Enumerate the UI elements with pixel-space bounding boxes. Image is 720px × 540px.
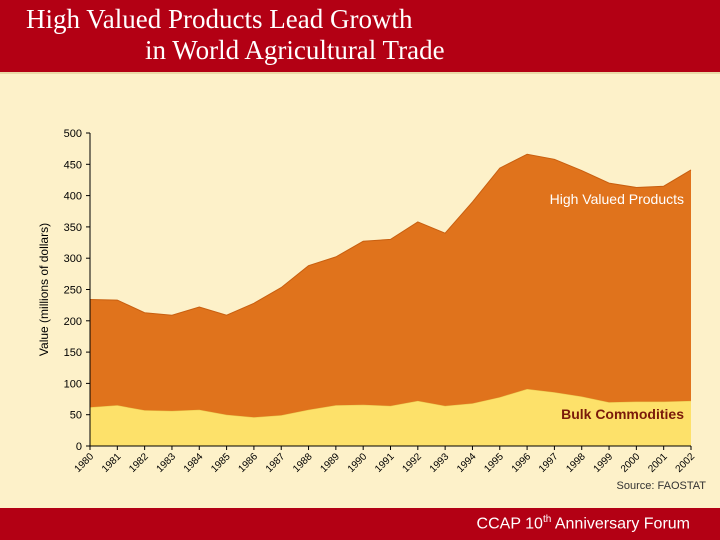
x-tick-label-1998: 1998 [564, 451, 588, 475]
x-tick-label-1994: 1994 [455, 451, 479, 475]
y-tick-label-100: 100 [64, 378, 82, 390]
x-tick-label-1991: 1991 [373, 451, 397, 475]
x-tick-label-2002: 2002 [674, 451, 698, 475]
x-tick-label-1987: 1987 [264, 451, 288, 475]
y-tick-label-300: 300 [64, 253, 82, 265]
slide-title-line2: in World Agricultural Trade [145, 35, 445, 65]
x-tick-label-1992: 1992 [400, 451, 424, 475]
area-outline-high-valued-products [89, 153, 692, 316]
x-tick-label-1995: 1995 [482, 451, 506, 475]
y-tick-label-500: 500 [64, 128, 82, 140]
annotation-bulk-commodities: Bulk Commodities [561, 406, 684, 422]
x-tick-label-2000: 2000 [619, 451, 643, 475]
y-tick-label-50: 50 [70, 410, 82, 422]
x-tick-label-1986: 1986 [237, 451, 261, 475]
slide-header: High Valued Products Lead Growth in Worl… [0, 0, 720, 74]
x-tick-label-1983: 1983 [155, 451, 179, 475]
area-bulk-commodities [90, 389, 691, 446]
y-tick-label-150: 150 [64, 347, 82, 359]
source-note: Source: FAOSTAT [616, 480, 706, 492]
x-tick-label-1989: 1989 [318, 451, 342, 475]
y-tick-label-350: 350 [64, 222, 82, 234]
x-tick-label-1981: 1981 [100, 451, 124, 475]
footer-text: CCAP 10th Anniversary Forum [477, 514, 690, 533]
footer-text-prefix: CCAP 10 [476, 515, 543, 533]
y-tick-label-250: 250 [64, 285, 82, 297]
slide-footer: CCAP 10th Anniversary Forum [0, 508, 720, 540]
x-tick-label-1980: 1980 [73, 451, 97, 475]
x-tick-label-1984: 1984 [182, 451, 206, 475]
x-tick-label-1999: 1999 [592, 451, 616, 475]
y-tick-label-200: 200 [64, 316, 82, 328]
y-tick-label-450: 450 [64, 159, 82, 171]
x-tick-label-1997: 1997 [537, 451, 561, 475]
y-axis-label: Value (millions of dollars) [37, 223, 51, 356]
x-tick-label-1982: 1982 [127, 451, 151, 475]
slide-title-line1: High Valued Products Lead Growth [26, 4, 413, 34]
x-tick-label-1990: 1990 [346, 451, 370, 475]
annotation-high-valued-products: High Valued Products [550, 191, 684, 207]
x-tick-label-2001: 2001 [646, 451, 670, 475]
x-tick-label-1988: 1988 [291, 451, 315, 475]
area-high-valued-products [90, 154, 691, 418]
x-tick-label-1985: 1985 [209, 451, 233, 475]
y-tick-label-400: 400 [64, 191, 82, 203]
x-tick-label-1996: 1996 [510, 451, 534, 475]
y-tick-label-0: 0 [76, 441, 82, 453]
footer-text-sup: th [542, 514, 552, 525]
footer-text-suffix: Anniversary Forum [551, 515, 690, 533]
x-tick-label-1993: 1993 [428, 451, 452, 475]
